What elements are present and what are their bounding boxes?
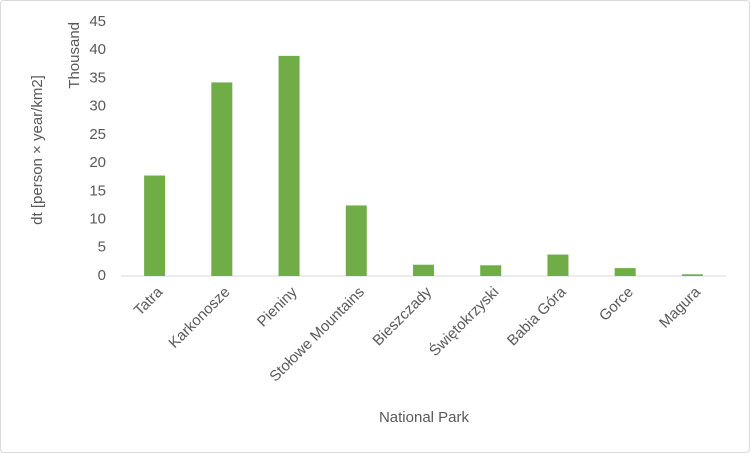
y-axis-title: dt [person × year/km2] — [29, 75, 46, 225]
bar — [480, 265, 502, 276]
y-tick-label: 40 — [89, 41, 106, 58]
y-unit-label: Thousand — [66, 22, 83, 89]
bar — [144, 175, 166, 276]
bar — [345, 205, 367, 276]
bar — [547, 254, 569, 276]
bar — [278, 55, 300, 276]
x-axis-title: National Park — [379, 409, 470, 426]
y-tick-label: 30 — [89, 98, 106, 115]
y-tick-label: 35 — [89, 69, 106, 86]
y-tick-label: 10 — [89, 211, 106, 228]
y-tick-label: 45 — [89, 13, 106, 30]
bar — [681, 274, 703, 276]
y-tick-label: 5 — [98, 239, 106, 256]
y-tick-label: 25 — [89, 126, 106, 143]
y-tick-label: 0 — [98, 267, 106, 284]
y-tick-label: 15 — [89, 182, 106, 199]
bar — [614, 268, 636, 276]
y-tick-label: 20 — [89, 154, 106, 171]
bar — [413, 264, 434, 276]
bar — [211, 82, 233, 276]
